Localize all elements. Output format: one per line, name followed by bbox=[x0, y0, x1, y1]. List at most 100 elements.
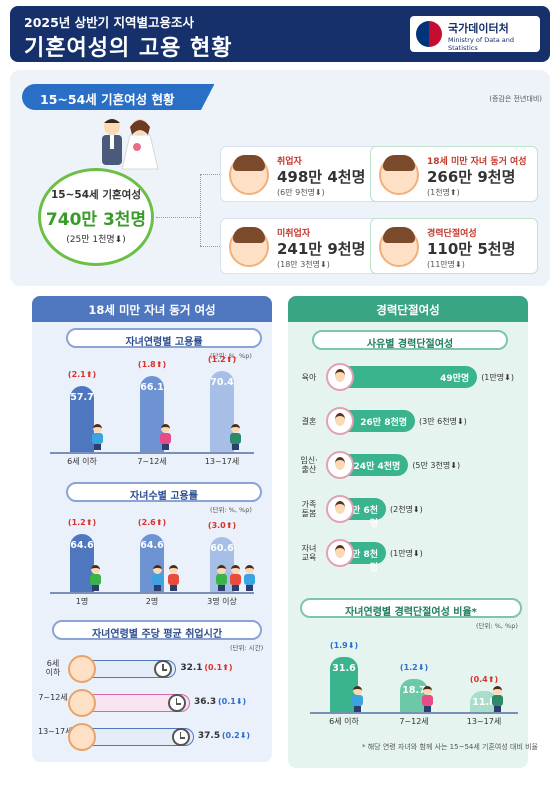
unit-label: (단위: %, %p) bbox=[210, 352, 252, 360]
bar-change-label: (0.2⬇) bbox=[221, 731, 251, 740]
y-tick-label: 13~17세 bbox=[38, 727, 73, 736]
bar-change-label: (1.9⬇) bbox=[329, 640, 359, 650]
bar-change-label: (1만명⬇) bbox=[481, 373, 514, 382]
child-figure-part bbox=[232, 444, 239, 450]
unit-label: (단위: 시간) bbox=[230, 644, 264, 652]
bar-change-label: (2.6⬆) bbox=[137, 517, 167, 527]
cohabiting-children-card: 18세 미만 자녀 동거 여성 266만 9천명 (1천명⬆) bbox=[370, 146, 538, 202]
woman-avatar-icon bbox=[229, 227, 269, 267]
bar-change-label: (1.8⬆) bbox=[137, 359, 167, 369]
card-value: 241만 9천명 bbox=[277, 240, 366, 258]
overview-note: (증감은 전년대비) bbox=[489, 95, 542, 103]
child-figure-icon bbox=[228, 565, 242, 591]
unit-label: (단위: %, %p) bbox=[476, 622, 518, 630]
child-figure-part bbox=[153, 565, 162, 574]
header-subtitle: 2025년 상반기 지역별고용조사 bbox=[24, 15, 194, 30]
bar-change-label: (1.2⬆) bbox=[207, 355, 237, 365]
child-figure-part bbox=[217, 565, 226, 574]
child-face-icon bbox=[68, 723, 96, 751]
bar-change-label: (3만 6천명⬇) bbox=[419, 417, 467, 426]
x-tick-label: 6세 이하 bbox=[67, 457, 97, 466]
child-figure-part bbox=[494, 706, 501, 712]
card-label: 미취업자 bbox=[277, 229, 311, 239]
bar-change-label: (1.2⬆) bbox=[67, 517, 97, 527]
child-figure-part bbox=[152, 574, 163, 585]
x-tick-label: 13~17세 bbox=[466, 717, 502, 726]
overview-ribbon: 15~54세 기혼여성 현황 bbox=[22, 84, 215, 110]
child-figure-part bbox=[92, 433, 103, 444]
bar: 11.8 bbox=[470, 691, 498, 712]
bar-value-label: 37.5 bbox=[197, 731, 221, 741]
panel-title: 18세 미만 자녀 동거 여성 bbox=[32, 296, 272, 322]
child-figure-part bbox=[232, 585, 239, 591]
child-figure-icon bbox=[228, 424, 242, 450]
employed-card: 취업자 498만 4천명 (6만 9천명⬇) bbox=[220, 146, 388, 202]
bar: 49만명 bbox=[340, 366, 478, 388]
child-figure-part bbox=[169, 565, 178, 574]
y-tick-label: 7~12세 bbox=[38, 693, 68, 702]
child-figure-part bbox=[160, 433, 171, 444]
married-women-total-badge: 15~54세 기혼여성 740만 3천명 (25만 1천명⬇) bbox=[38, 168, 154, 266]
bar-change-label: (0.1⬇) bbox=[217, 697, 247, 706]
y-tick-label: 6세 이하 bbox=[45, 659, 61, 677]
child-face-icon bbox=[68, 655, 96, 683]
career-break-card: 경력단절여성 110만 5천명 (11만명⬇) bbox=[370, 218, 538, 274]
clock-icon bbox=[154, 660, 173, 678]
connector-line bbox=[200, 174, 201, 246]
child-figure-part bbox=[218, 585, 225, 591]
y-tick-label: 가족 돌봄 bbox=[301, 500, 317, 519]
card-value: 110만 5천명 bbox=[427, 240, 516, 258]
chart-title-age-employment: 자녀연령별 고용률 bbox=[66, 328, 262, 348]
child-figure-part bbox=[246, 585, 253, 591]
clock-icon bbox=[167, 694, 186, 712]
logo-name: 국가데이터처 bbox=[448, 22, 509, 35]
card-change: (6만 9천명⬇) bbox=[277, 188, 325, 197]
taegeuk-icon bbox=[416, 21, 442, 47]
card-value: 498만 4천명 bbox=[277, 168, 366, 186]
card-label: 취업자 bbox=[277, 157, 302, 167]
child-figure-part bbox=[244, 574, 255, 585]
child-figure-part bbox=[91, 565, 100, 574]
footnote: * 해당 연령 자녀와 함께 사는 15~54세 기혼여성 대비 비율 bbox=[361, 743, 538, 751]
unit-label: (단위: %, %p) bbox=[210, 506, 252, 514]
chart-baseline bbox=[310, 712, 518, 714]
reason-illustration-icon bbox=[326, 407, 354, 435]
chart-title-career-break-reasons: 사유별 경력단절여성 bbox=[312, 330, 508, 350]
y-tick-label: 육아 bbox=[301, 373, 317, 382]
child-figure-part bbox=[162, 444, 169, 450]
bar-change-label: (0.4⬆) bbox=[469, 675, 499, 685]
child-figure-icon bbox=[490, 686, 504, 712]
bar-change-label: (5만 3천명⬇) bbox=[412, 461, 461, 470]
non-employed-card: 미취업자 241만 9천명 (18만 3천명⬇) bbox=[220, 218, 388, 274]
wedding-couple-icon bbox=[102, 119, 159, 170]
bar-value-label: 36.3 bbox=[193, 697, 217, 707]
chart-title-career-break-ratio: 자녀연령별 경력단절여성 비율* bbox=[300, 598, 522, 618]
reason-illustration-icon bbox=[326, 363, 354, 391]
x-tick-label: 13~17세 bbox=[204, 457, 240, 466]
clock-icon bbox=[171, 728, 190, 746]
connector-line bbox=[200, 174, 220, 175]
bar: 57.7 bbox=[70, 385, 94, 452]
child-figure-part bbox=[154, 585, 161, 591]
child-figure-part bbox=[352, 695, 363, 706]
x-tick-label: 3명 이상 bbox=[207, 597, 237, 606]
reason-illustration-icon bbox=[326, 539, 354, 567]
y-tick-label: 결혼 bbox=[301, 417, 317, 426]
reason-illustration-icon bbox=[326, 495, 354, 523]
card-change: (11만명⬇) bbox=[427, 260, 465, 269]
child-figure-icon bbox=[420, 686, 434, 712]
bar-change-label: (1.2⬇) bbox=[399, 663, 429, 673]
child-figure-part bbox=[90, 574, 101, 585]
total-change: (25만 1천명⬇) bbox=[66, 235, 126, 245]
chart-title-children-count-employment: 자녀수별 고용률 bbox=[66, 482, 262, 502]
bar-change-label: (2.1⬆) bbox=[67, 369, 97, 379]
bar-change-label: (2천명⬇) bbox=[390, 505, 423, 514]
card-change: (18만 3천명⬇) bbox=[277, 260, 330, 269]
child-figure-part bbox=[216, 574, 227, 585]
child-figure-part bbox=[231, 424, 240, 433]
child-figure-part bbox=[423, 686, 432, 695]
woman-with-books-icon bbox=[379, 227, 419, 267]
card-label: 경력단절여성 bbox=[427, 229, 477, 239]
child-figure-part bbox=[354, 706, 361, 712]
x-tick-label: 6세 이하 bbox=[329, 717, 359, 726]
